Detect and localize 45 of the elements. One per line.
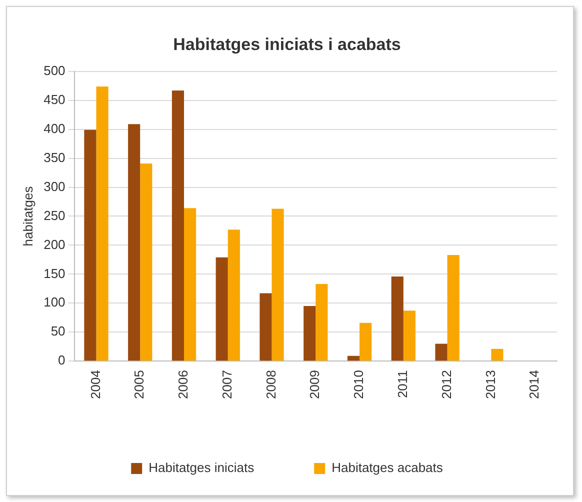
x-tick-label: 2010 — [351, 370, 366, 399]
x-tick-label: 2011 — [394, 370, 410, 398]
bar — [360, 322, 372, 361]
x-tick-label: 2007 — [219, 370, 234, 399]
x-tick-label: 2014 — [526, 370, 542, 399]
bar — [391, 276, 404, 361]
bar — [184, 208, 196, 361]
y-tick-label: 150 — [44, 266, 66, 281]
legend-label: Habitatges acabats — [332, 460, 444, 476]
bar — [447, 255, 460, 361]
bar — [96, 86, 108, 361]
x-tick-label: 2004 — [88, 370, 103, 399]
y-tick-label: 500 — [44, 62, 66, 78]
bar — [140, 164, 152, 361]
bar — [435, 344, 448, 361]
bar — [216, 257, 228, 361]
bar — [403, 310, 416, 361]
y-tick-label: 250 — [44, 208, 66, 223]
bar — [172, 90, 184, 361]
y-tick-label: 0 — [58, 352, 66, 368]
bar — [316, 284, 328, 361]
y-tick-label: 450 — [44, 92, 66, 107]
y-tick-label: 350 — [44, 150, 66, 165]
bar — [260, 293, 272, 361]
bar — [272, 208, 284, 361]
bar — [128, 124, 140, 361]
y-tick-label: 200 — [44, 236, 66, 252]
y-tick-label: 50 — [50, 324, 66, 339]
x-tick-label: 2009 — [307, 370, 322, 399]
bar — [84, 130, 96, 361]
bar — [228, 230, 240, 361]
y-axis-title: habitatges — [20, 186, 36, 246]
bar — [304, 306, 316, 361]
x-tick-label: 2012 — [438, 370, 454, 399]
y-tick-label: 100 — [44, 294, 66, 310]
legend-label: Habitatges iniciats — [148, 460, 255, 476]
bar — [491, 348, 504, 361]
bar — [347, 356, 360, 361]
x-tick-label: 2013 — [482, 370, 498, 399]
y-tick-label: 400 — [44, 120, 66, 136]
y-tick-label: 300 — [44, 178, 66, 194]
x-tick-label: 2008 — [263, 370, 278, 399]
x-tick-label: 2006 — [176, 370, 191, 399]
x-tick-label: 2005 — [132, 370, 147, 399]
chart-title: Habitatges iniciats i acabats — [173, 34, 401, 54]
